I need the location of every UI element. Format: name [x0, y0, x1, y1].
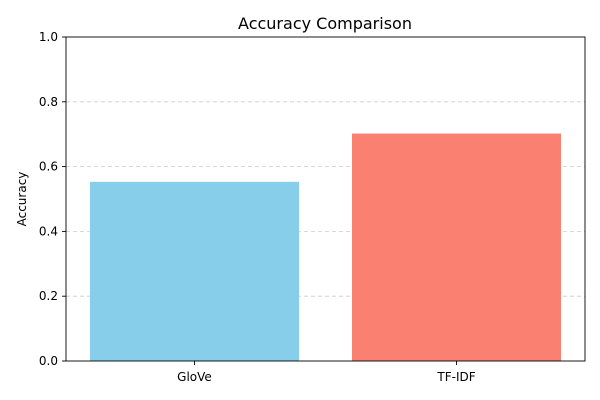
y-tick-label-5: 1.0	[39, 30, 58, 44]
y-tick-label-2: 0.4	[39, 224, 58, 238]
y-axis-label: Accuracy	[15, 172, 29, 227]
plot-frame	[65, 36, 586, 362]
x-axis-ticks: GloVe TF-IDF	[177, 361, 476, 384]
y-tick-label-1: 0.2	[39, 289, 58, 303]
y-axis-ticks: 0.0 0.2 0.4 0.6 0.8 1.0	[39, 30, 66, 368]
bar-glove	[90, 181, 299, 361]
chart-title: Accuracy Comparison	[238, 14, 412, 33]
x-tick-label-1: TF-IDF	[436, 370, 475, 384]
bar-tf-idf	[352, 133, 561, 361]
bars	[90, 133, 561, 361]
x-tick-label-0: GloVe	[177, 370, 212, 384]
y-tick-label-0: 0.0	[39, 354, 58, 368]
y-tick-label-3: 0.6	[39, 160, 58, 174]
y-tick-label-4: 0.8	[39, 95, 58, 109]
